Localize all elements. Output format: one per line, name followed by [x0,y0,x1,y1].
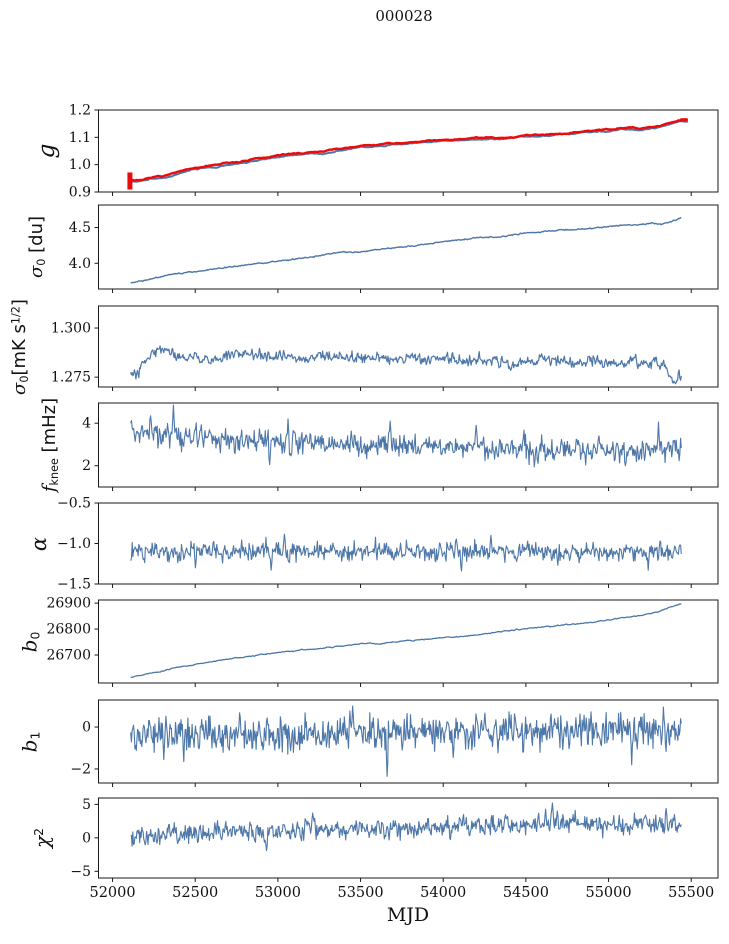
subplot-f-knee: 24 [82,402,719,491]
y-tick-label: 4.5 [69,220,91,236]
y-tick-label: 0.9 [69,185,91,201]
y-tick-label: −1.5 [57,577,91,593]
y-axis-title-sigma0-du: σ0 [du] [25,215,49,279]
y-axis-title-sigma0-mK: σ0[mK s1/2] [8,298,32,395]
y-axis-title-f-knee: fknee [mHz] [38,397,62,493]
subplot-b0: 26700 26800 26900 [46,596,719,687]
y-tick-label: 26700 [46,647,91,663]
subplot-b1: −2 0 [70,699,719,787]
series-b0 [130,603,682,679]
subplot-chi2: −5 0 5 52000 52500 53000 53500 54000 54500 55000 5… [70,797,719,901]
series-f-knee [130,404,682,468]
y-tick-label: 26900 [46,596,91,612]
y-tick-label: 4.0 [69,256,91,272]
y-tick-label: 1.1 [69,130,91,146]
axes-frame [98,109,719,193]
series-sigma0-du [130,217,682,284]
axes-frame [98,204,719,290]
y-axis-title-alpha: α [27,536,51,551]
y-axis-title-g: g [34,143,60,159]
x-tick-label: 55500 [668,885,714,901]
y-tick-label: 1.275 [51,370,91,386]
y-tick-label: −1.0 [57,536,91,552]
y-tick-label: 5 [82,797,91,813]
axes-frame [98,797,719,879]
series-b1 [130,705,682,777]
y-tick-label: 0 [82,720,91,736]
x-tick-label: 53000 [255,885,301,901]
x-axis-title: MJD [386,904,430,926]
series-sigma0-mK [130,345,682,385]
subplot-sigma0-mK: 1.275 1.300 [51,305,719,391]
x-tick-label: 55000 [585,885,631,901]
subplot-g: 0.9 1.0 1.1 1.2 [69,103,719,201]
y-axis-title-chi2: χ2 [30,827,54,849]
axes-frame [98,305,719,388]
figure-title: 000028 [375,7,433,25]
y-tick-label: 2 [82,458,91,474]
y-tick-label: 1.0 [69,157,91,173]
y-tick-label: −5 [70,864,91,880]
axes-frame [98,699,719,784]
x-tick-label: 52500 [172,885,218,901]
axes-frame [98,402,719,488]
series-chi2 [130,802,682,852]
x-tick-label: 53500 [337,885,383,901]
y-tick-label: 26800 [46,622,91,638]
series-g-red [128,118,689,182]
y-tick-label: 1.300 [51,321,91,337]
y-tick-label: 0 [82,830,91,846]
y-axis-title-b0: b0 [17,631,43,652]
y-tick-label: −2 [70,761,91,777]
series-alpha [130,533,682,572]
axes-frame [98,599,719,684]
x-tick-label: 52000 [89,885,135,901]
subplot-alpha: −1.5 −1.0 −0.5 [57,496,719,593]
x-tick-label: 54500 [503,885,549,901]
y-tick-label: 1.2 [69,103,91,119]
y-tick-label: 4 [82,416,91,432]
subplot-sigma0-du: 4.0 4.5 [69,204,719,293]
y-axis-title-b1: b1 [17,731,43,752]
x-tick-label: 54000 [420,885,466,901]
y-tick-label: −0.5 [57,496,91,512]
